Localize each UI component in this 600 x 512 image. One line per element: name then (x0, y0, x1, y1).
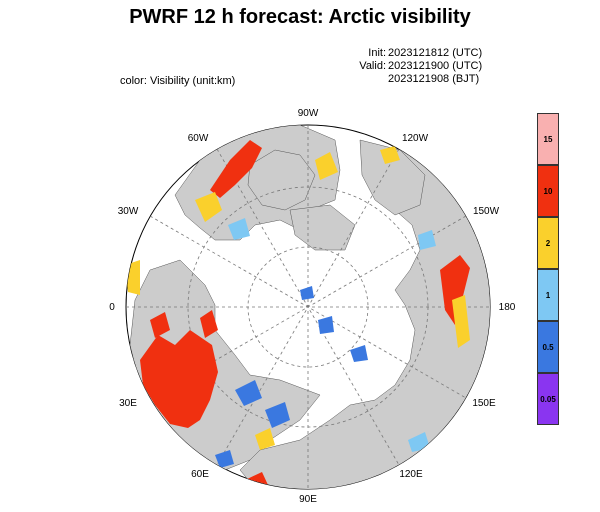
valid-value: 2023121900 (UTC) (388, 60, 483, 72)
lon-label-120e: 120E (399, 469, 423, 480)
legend-box-1: 1 (537, 269, 559, 321)
lon-label-60w: 60W (188, 133, 209, 144)
init-label: Init: (368, 47, 386, 59)
lon-label-180: 180 (499, 302, 516, 313)
lon-label-30w: 30W (118, 206, 139, 217)
valid-label: Valid: (359, 60, 386, 72)
lon-label-150w: 150W (473, 206, 500, 217)
visibility-patch-05km (318, 316, 334, 334)
visibility-patch-1km (228, 218, 250, 240)
visibility-patch-1km (418, 230, 436, 250)
lon-label-30e: 30E (119, 398, 137, 409)
polar-map: 90W 120W 150W 180 150E 120E 90E 60E 30E … (100, 100, 520, 507)
visibility-patch-05km (215, 450, 234, 468)
visibility-patch-10km (210, 140, 262, 198)
visibility-patch-05km (265, 402, 290, 428)
lon-label-90e: 90E (299, 494, 317, 505)
lon-label-90w: 90W (298, 108, 319, 119)
visibility-patch-05km (235, 380, 262, 406)
init-value: 2023121812 (UTC) (388, 47, 483, 59)
land-islands (289, 204, 356, 251)
visibility-patch-10km (140, 330, 218, 428)
lon-label-120w: 120W (402, 133, 429, 144)
lon-label-0: 0 (109, 302, 115, 313)
legend-box-10: 10 (537, 165, 559, 217)
legend-box-15: 15 (537, 113, 559, 165)
land-eurasia-east (239, 139, 490, 489)
visibility-patch-05km (300, 286, 314, 300)
legend-box-0-5: 0.5 (537, 321, 559, 373)
visibility-patch-2km (255, 428, 275, 450)
legend-box-2: 2 (537, 217, 559, 269)
land-greenland (247, 149, 316, 211)
visibility-patch-10km (150, 312, 170, 338)
bjt-value: 2023121908 (BJT) (388, 73, 480, 85)
chart-title: PWRF 12 h forecast: Arctic visibility (129, 6, 471, 28)
visibility-patch-2km (452, 295, 470, 348)
visibility-patch-10km (440, 255, 470, 325)
visibility-patch-10km (200, 310, 218, 338)
run-info: Init: 2023121812 (UTC) Valid: 2023121900… (338, 47, 518, 86)
visibility-patch-2km (195, 192, 222, 222)
meridian-line (149, 215, 467, 399)
land-alaska (359, 139, 426, 216)
visibility-patch-2km (380, 146, 400, 164)
color-variable-label: color: Visibility (unit:km) (120, 75, 236, 87)
lon-label-60e: 60E (191, 469, 209, 480)
lon-label-150e: 150E (472, 398, 496, 409)
visibility-patch-2km (315, 152, 338, 180)
legend-box-0-05: 0.05 (537, 373, 559, 425)
visibility-patch-05km (350, 345, 368, 362)
